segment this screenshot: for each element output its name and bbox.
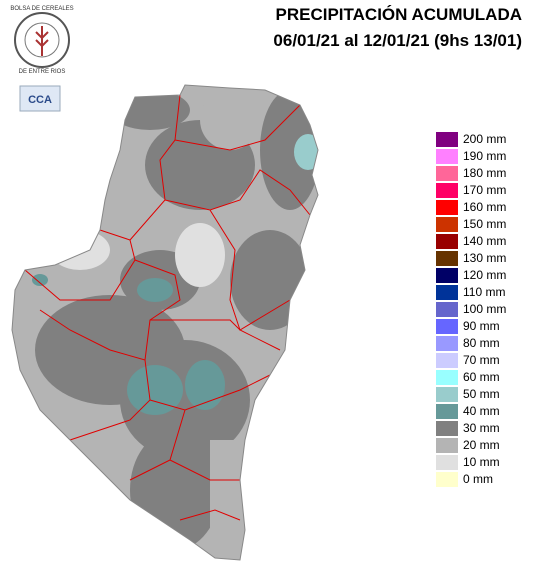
- legend-label: 60 mm: [463, 370, 500, 384]
- legend-label: 80 mm: [463, 336, 500, 350]
- legend-label: 30 mm: [463, 421, 500, 435]
- legend-label: 190 mm: [463, 149, 506, 163]
- legend-swatch: [436, 132, 458, 147]
- legend-swatch: [436, 183, 458, 198]
- legend-swatch: [436, 268, 458, 283]
- legend-swatch: [436, 149, 458, 164]
- province-map: [12, 85, 318, 560]
- logo-badge: CCA: [28, 94, 52, 106]
- legend-label: 70 mm: [463, 353, 500, 367]
- legend-label: 40 mm: [463, 404, 500, 418]
- title: PRECIPITACIÓN ACUMULADA: [276, 5, 523, 24]
- legend-label: 0 mm: [463, 472, 493, 486]
- province-outline: [11, 84, 319, 561]
- legend-label: 170 mm: [463, 183, 506, 197]
- legend-swatch: [436, 421, 458, 436]
- legend-label: 160 mm: [463, 200, 506, 214]
- legend-label: 120 mm: [463, 268, 506, 282]
- legend-swatch: [436, 285, 458, 300]
- legend-swatch: [436, 251, 458, 266]
- legend-label: 140 mm: [463, 234, 506, 248]
- legend-label: 90 mm: [463, 319, 500, 333]
- legend-label: 10 mm: [463, 455, 500, 469]
- legend-label: 130 mm: [463, 251, 506, 265]
- legend-swatch: [436, 472, 458, 487]
- legend-swatch: [436, 353, 458, 368]
- legend-swatch: [436, 336, 458, 351]
- legend-swatch: [436, 370, 458, 385]
- legend-swatch: [436, 387, 458, 402]
- subtitle: 06/01/21 al 12/01/21 (9hs 13/01): [273, 31, 522, 50]
- legend-label: 50 mm: [463, 387, 500, 401]
- legend-label: 20 mm: [463, 438, 500, 452]
- legend-swatch: [436, 200, 458, 215]
- legend-swatch: [436, 302, 458, 317]
- legend-swatch: [436, 404, 458, 419]
- logo-bottom-text: DE ENTRE RIOS: [19, 69, 66, 75]
- legend-label: 180 mm: [463, 166, 506, 180]
- legend-swatch: [436, 217, 458, 232]
- legend: 200 mm 190 mm 180 mm 170 mm 160 mm 150 mm 140 …: [436, 132, 506, 487]
- legend-swatch: [436, 234, 458, 249]
- logo-top-text: BOLSA DE CEREALES: [10, 6, 73, 12]
- legend-label: 110 mm: [463, 285, 505, 299]
- legend-label: 200 mm: [463, 132, 506, 146]
- legend-swatch: [436, 455, 458, 470]
- legend-label: 150 mm: [463, 217, 506, 231]
- legend-swatch: [436, 166, 458, 181]
- logo: BOLSA DE CEREALES DE ENTRE RIOS CCA: [10, 6, 74, 112]
- legend-label: 100 mm: [463, 302, 506, 316]
- legend-swatch: [436, 438, 458, 453]
- legend-swatch: [436, 319, 458, 334]
